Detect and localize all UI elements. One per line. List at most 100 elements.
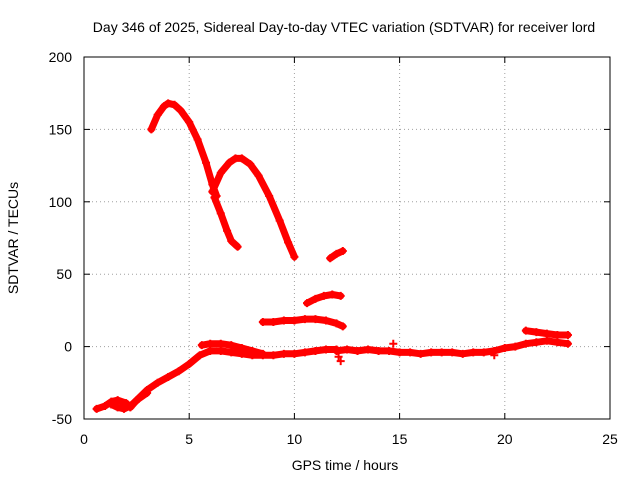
data-point: [265, 192, 274, 201]
series-seg-18: [258, 315, 347, 331]
data-point: [326, 254, 335, 263]
data-point: [216, 168, 225, 177]
data-point: [113, 396, 122, 405]
x-tick-label: 20: [497, 431, 513, 447]
data-point: [300, 348, 309, 357]
series-seg-32: [303, 290, 345, 308]
y-tick-label: 150: [49, 121, 73, 137]
series-arc-short: [210, 193, 242, 251]
x-tick-label: 15: [392, 431, 408, 447]
y-axis-label: SDTVAR / TECUs: [5, 182, 21, 294]
data-point: [225, 158, 234, 167]
data-point: [332, 319, 341, 328]
data-point: [237, 344, 246, 353]
data-point: [389, 339, 398, 348]
data-point: [290, 316, 299, 325]
data-point: [290, 252, 299, 261]
x-axis-label: GPS time / hours: [292, 457, 399, 473]
data-point: [311, 294, 320, 303]
data-point: [176, 106, 185, 115]
y-axis: -50 0 50 100 150 200: [49, 49, 73, 427]
data-point: [254, 171, 263, 180]
data-point: [469, 348, 478, 357]
series-seg-62: [326, 247, 347, 263]
y-tick-label: 50: [56, 266, 72, 282]
data-point: [143, 388, 152, 397]
data-point: [206, 339, 215, 348]
data-point: [448, 348, 457, 357]
data-point: [427, 348, 436, 357]
data-point: [511, 342, 520, 351]
data-point: [385, 346, 394, 355]
data-point: [275, 216, 284, 225]
series-arc-high: [147, 99, 221, 201]
data-point: [202, 158, 211, 167]
data-point: [185, 359, 194, 368]
data-point: [290, 349, 299, 358]
y-tick-label: 200: [49, 49, 73, 65]
data-point: [206, 346, 215, 355]
data-point: [164, 373, 173, 382]
data-point: [563, 331, 572, 340]
y-tick-label: 100: [49, 194, 73, 210]
y-tick-label: 0: [64, 339, 72, 355]
series-band-top: [521, 326, 572, 340]
data-point: [195, 351, 204, 360]
series-arc-mid: [208, 154, 299, 261]
data-point: [170, 100, 179, 109]
data-point: [227, 341, 236, 350]
data-point: [269, 351, 278, 360]
data-point: [343, 345, 351, 354]
data-point: [159, 102, 168, 111]
x-tick-label: 25: [602, 431, 618, 447]
data-point: [134, 394, 143, 403]
data-point: [458, 349, 467, 358]
data-point: [406, 348, 415, 357]
data-point: [479, 348, 488, 357]
data-point: [521, 339, 530, 348]
data-point: [490, 351, 499, 360]
data-point: [542, 336, 551, 345]
data-point: [216, 209, 225, 218]
data-point: [437, 348, 446, 357]
data-point: [553, 331, 562, 340]
x-tick-label: 5: [185, 431, 193, 447]
data-point: [332, 346, 341, 355]
data-point: [164, 99, 173, 108]
data-point: [311, 346, 320, 355]
data-point: [532, 338, 541, 347]
data-point: [113, 403, 122, 412]
data-point: [126, 401, 135, 410]
data-point: [321, 316, 330, 325]
data-point: [147, 125, 156, 134]
data-point: [193, 135, 202, 144]
data-point: [174, 367, 183, 376]
series-outliers: [334, 339, 499, 366]
data-point: [92, 404, 101, 413]
data-point: [185, 118, 194, 127]
data-point: [300, 315, 309, 324]
y-tick-label: -50: [52, 411, 72, 427]
data-point: [336, 291, 345, 300]
data-point: [395, 348, 404, 357]
data-point: [563, 339, 572, 348]
data-point: [258, 349, 267, 358]
data-point: [532, 328, 541, 337]
data-point: [364, 345, 373, 354]
data-point: [233, 242, 242, 251]
axis-ticks: [83, 56, 611, 420]
series-trace: [147, 99, 221, 200]
data-point: [197, 341, 206, 350]
data-point: [303, 299, 312, 308]
data-point: [153, 378, 162, 387]
series-trace: [210, 194, 242, 251]
data-point: [208, 187, 217, 196]
chart-title: Day 346 of 2025, Sidereal Day-to-day VTE…: [93, 19, 595, 35]
data-point: [336, 357, 345, 366]
data-point: [258, 317, 267, 326]
data-point: [284, 238, 293, 247]
series-rise-lower: [107, 388, 152, 413]
series-band-late: [332, 336, 572, 358]
data-point: [223, 226, 232, 235]
data-point: [328, 290, 337, 299]
